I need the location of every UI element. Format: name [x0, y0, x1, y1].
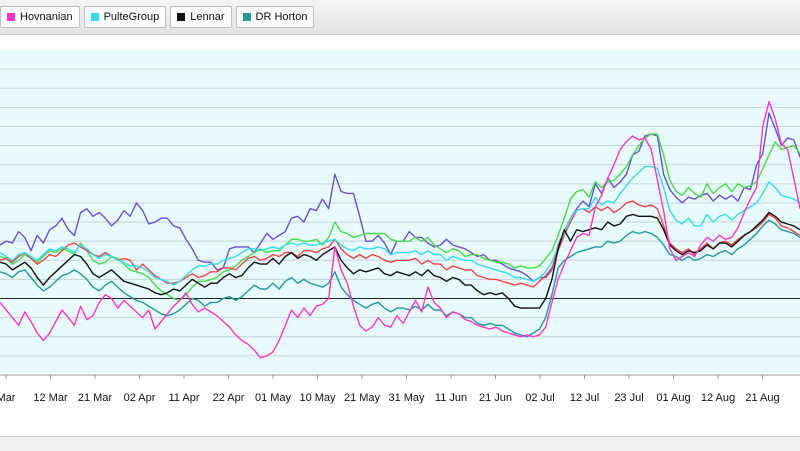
legend: Hovnanian PulteGroup Lennar DR Horton — [0, 6, 315, 28]
x-tick-label: 21 Aug — [745, 392, 779, 404]
x-tick-label: 11 Jun — [435, 392, 467, 404]
x-tick-labels: Mar 12 Mar 21 Mar 02 Apr 11 Apr 22 Apr 01 May 1… — [0, 375, 780, 404]
legend-item-lennar[interactable]: Lennar — [170, 6, 232, 28]
series-line-4 — [0, 211, 800, 309]
legend-label-pultegroup: PulteGroup — [103, 11, 160, 23]
x-tick-label: 21 Jun — [479, 392, 512, 404]
x-tick-label: 11 Apr — [169, 392, 200, 404]
x-tick-label: 12 Aug — [701, 392, 735, 404]
x-tick-label: 12 Mar — [33, 392, 68, 404]
x-tick-label: 01 Aug — [656, 392, 690, 404]
legend-item-dr-horton[interactable]: DR Horton — [235, 6, 315, 28]
legend-swatch-dr-horton — [242, 13, 251, 21]
series-line-2 — [0, 200, 800, 288]
x-tick-label: 21 May — [344, 392, 381, 404]
plot-background — [0, 50, 800, 373]
x-tick-label: 21 Mar — [78, 392, 113, 404]
series-line-3 — [0, 165, 800, 286]
legend-label-lennar: Lennar — [190, 11, 225, 23]
x-tick-label: 23 Jul — [614, 392, 643, 404]
x-tick-label: 22 Apr — [213, 392, 245, 404]
legend-swatch-pultegroup — [90, 13, 99, 21]
series-line-6 — [0, 100, 800, 359]
series-group — [0, 100, 800, 359]
series-line-5 — [0, 219, 800, 338]
x-tick-label: 01 May — [255, 392, 292, 404]
x-tick-label: 10 May — [299, 392, 336, 404]
x-tick-label: Mar — [0, 392, 16, 404]
legend-toolbar: Hovnanian PulteGroup Lennar DR Horton — [0, 0, 800, 35]
series-line-1 — [0, 133, 800, 302]
x-tick-label: 02 Jul — [525, 392, 554, 404]
legend-label-hovnanian: Hovnanian — [20, 11, 73, 23]
legend-swatch-hovnanian — [7, 13, 15, 21]
x-tick-label: 31 May — [388, 392, 425, 404]
x-tick-label: 02 Apr — [124, 392, 156, 404]
legend-swatch-lennar — [177, 13, 186, 21]
scrollbar-track[interactable] — [0, 436, 800, 451]
x-tick-label: 12 Jul — [570, 392, 599, 404]
legend-item-pultegroup[interactable]: PulteGroup — [83, 6, 167, 28]
legend-item-hovnanian[interactable]: Hovnanian — [0, 6, 80, 28]
legend-label-dr-horton: DR Horton — [255, 11, 308, 23]
